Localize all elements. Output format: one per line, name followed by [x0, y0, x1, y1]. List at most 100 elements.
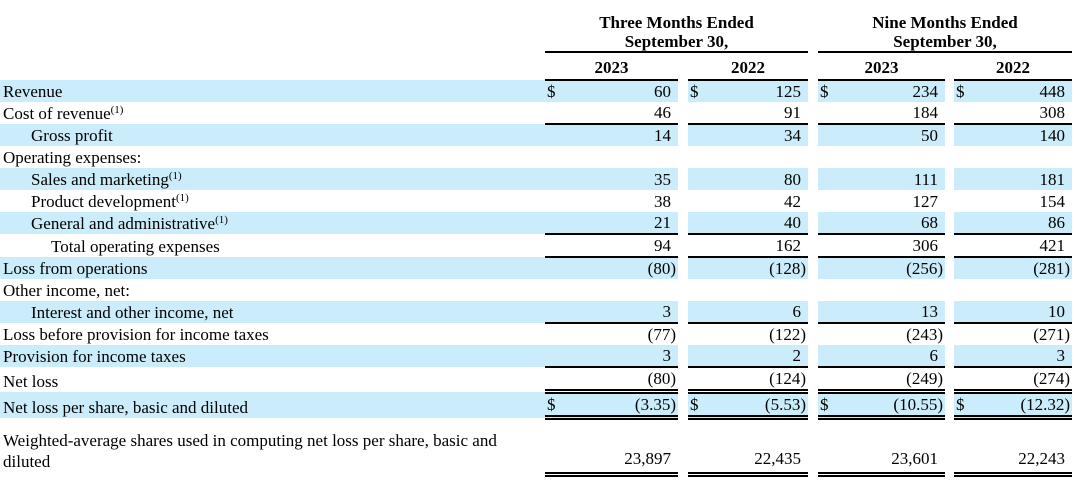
currency-cell	[954, 234, 980, 258]
column-spacer	[945, 234, 954, 257]
column-spacer	[945, 190, 954, 212]
row-label-cell: General and administrative(1)	[0, 212, 545, 234]
currency-cell	[688, 323, 714, 345]
value-cell: (80)	[571, 367, 678, 394]
column-spacer	[945, 80, 954, 102]
table-row-gross-profit: Gross profit 14 34 50 140	[0, 124, 1073, 146]
row-label-cell: Provision for income taxes	[0, 345, 545, 367]
column-spacer	[678, 52, 688, 80]
table-row-operating-expenses-heading: Operating expenses:	[0, 146, 1072, 168]
currency-cell	[818, 212, 844, 235]
currency-cell	[818, 323, 844, 345]
footnote-ref: (1)	[215, 214, 228, 226]
row-label: Sales and marketing	[31, 170, 169, 189]
column-spacer	[678, 80, 688, 102]
value-cell: (243)	[906, 325, 943, 344]
row-label-cell: Revenue	[0, 80, 545, 102]
value-cell: (249)	[844, 367, 945, 394]
value-cell: 6	[844, 345, 945, 368]
currency-cell	[954, 168, 980, 190]
value-cell: 127	[912, 192, 939, 211]
value-cell: 50	[844, 124, 945, 146]
value-cell: 154	[1039, 192, 1066, 211]
column-spacer	[945, 345, 954, 367]
year-header: 2023	[545, 52, 678, 81]
value-cell: (10.55)	[844, 391, 945, 420]
value-cell: 3	[571, 301, 678, 324]
value-cell	[714, 146, 808, 168]
row-label: Interest and other income, net	[31, 303, 234, 322]
value-cell: 3	[980, 345, 1073, 368]
row-label: Total operating expenses	[51, 237, 220, 256]
value-cell	[980, 146, 1072, 168]
row-label: Cost of revenue	[3, 104, 111, 123]
column-spacer	[678, 190, 688, 212]
column-spacer	[678, 417, 688, 475]
row-label: Product development	[31, 192, 176, 211]
value-cell: 111	[844, 168, 945, 190]
currency-cell	[954, 301, 980, 324]
column-spacer	[678, 323, 688, 345]
row-label: Revenue	[3, 82, 63, 101]
column-spacer	[945, 301, 954, 323]
period-line2: September 30,	[893, 32, 997, 51]
table-row-revenue: Revenue $ 60 $ 125 $ 234 $ 448	[0, 80, 1073, 102]
row-label-cell: Total operating expenses	[0, 234, 545, 257]
currency-cell: $	[545, 80, 571, 102]
column-spacer	[808, 323, 818, 345]
value-cell: 91	[714, 102, 808, 125]
value-cell: 306	[844, 234, 945, 258]
value-cell: 308	[980, 102, 1073, 125]
table-row-loss-from-operations: Loss from operations (80) (128) (256) (2…	[0, 257, 1073, 279]
column-spacer	[678, 257, 688, 279]
currency-cell	[688, 345, 714, 368]
value-cell: (124)	[714, 367, 808, 394]
row-label: Other income, net:	[3, 281, 130, 300]
table-row-total-operating-expenses: Total operating expenses 94 162 306 421	[0, 234, 1073, 258]
value-cell: (271)	[1033, 325, 1071, 344]
currency-cell	[818, 234, 844, 258]
column-spacer	[945, 417, 954, 475]
table-row-other-income-heading: Other income, net:	[0, 279, 1072, 301]
row-label: Loss before provision for income taxes	[3, 325, 269, 344]
currency-cell	[818, 257, 844, 279]
value-cell	[844, 146, 945, 168]
currency-cell	[688, 257, 714, 279]
column-spacer	[678, 301, 688, 323]
column-spacer	[945, 367, 954, 392]
value-cell: 22,243	[980, 417, 1073, 477]
income-statement-table: Three Months Ended September 30, Nine Mo…	[0, 0, 1073, 477]
column-spacer	[678, 124, 688, 146]
column-spacer	[808, 257, 818, 279]
row-label: Net loss per share, basic and diluted	[3, 397, 249, 417]
column-spacer	[945, 212, 954, 234]
value-cell: 23,897	[571, 417, 678, 477]
currency-cell	[818, 168, 844, 190]
value-cell: 125	[714, 80, 808, 102]
table-row-net-loss: Net loss (80) (124) (249) (274)	[0, 367, 1073, 394]
currency-cell	[818, 367, 844, 394]
row-label: General and administrative	[31, 214, 216, 233]
currency-cell	[545, 301, 571, 324]
value-cell: 2	[714, 345, 808, 368]
currency-cell	[818, 146, 844, 168]
currency-cell	[818, 301, 844, 324]
value-cell: 10	[980, 301, 1073, 324]
currency-cell: $	[688, 391, 714, 420]
column-spacer	[808, 124, 818, 146]
value-cell: 42	[784, 192, 801, 211]
column-spacer	[808, 234, 818, 257]
row-label-cell: Weighted-average shares used in computin…	[0, 418, 545, 475]
currency-cell	[688, 417, 714, 477]
row-label-cell: Gross profit	[0, 124, 545, 146]
column-spacer	[808, 0, 818, 52]
row-label-cell: Net loss	[0, 367, 545, 392]
column-spacer	[678, 279, 688, 301]
currency-cell	[688, 168, 714, 190]
value-cell	[571, 279, 678, 301]
column-spacer	[808, 301, 818, 323]
value-cell	[571, 146, 678, 168]
period-line2: September 30,	[624, 32, 729, 51]
currency-cell	[545, 102, 571, 125]
table-row-provision-for-income-taxes: Provision for income taxes 3 2 6 3	[0, 345, 1073, 368]
